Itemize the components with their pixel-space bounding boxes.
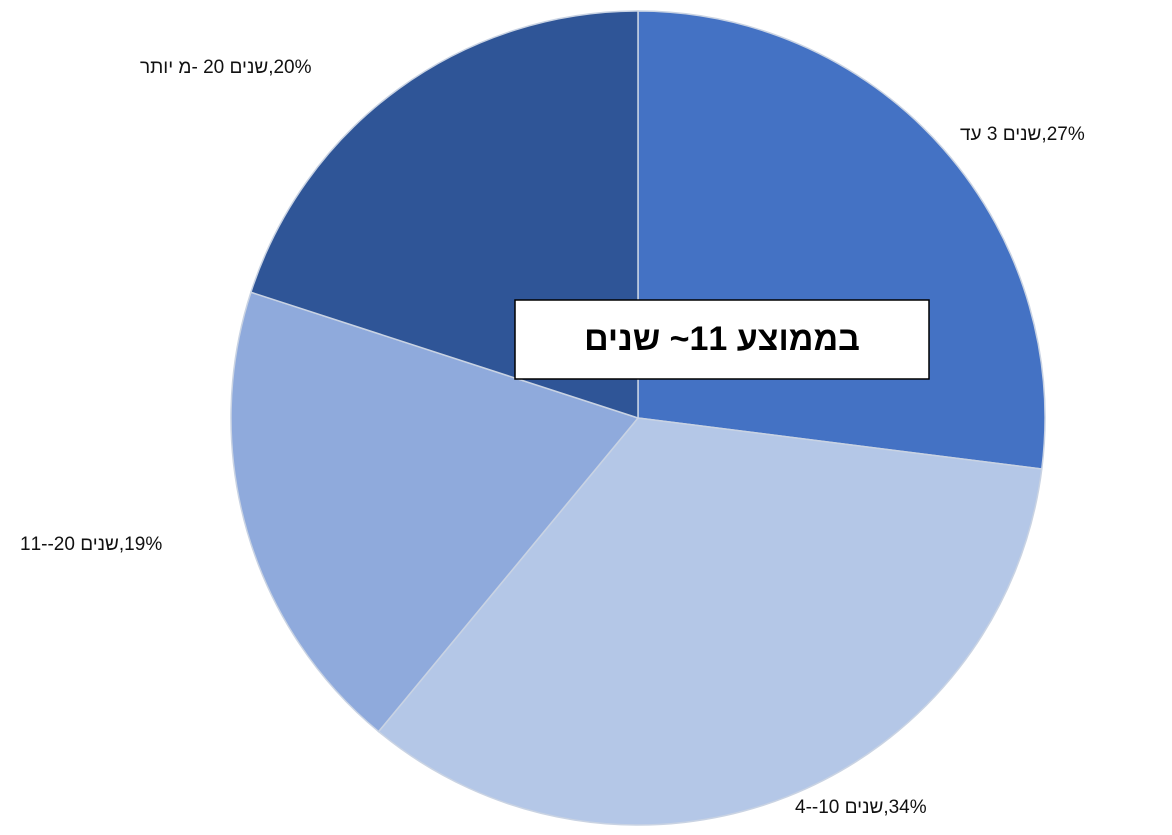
annotation-box [514,299,930,380]
pie-slice [230,291,640,733]
slice-label: 4--10 םינש,34% [795,797,927,818]
slice-label: 11--20 םינש,19% [20,534,162,555]
pie-slice [637,10,1046,470]
slice-label: רתוי מ- 20 םינש,20% [140,57,312,78]
slice-label: דע 3 םינש,27% [960,124,1085,145]
annotation: בממוצע 11~ שנים [584,320,860,358]
pie-slice [377,417,1043,826]
